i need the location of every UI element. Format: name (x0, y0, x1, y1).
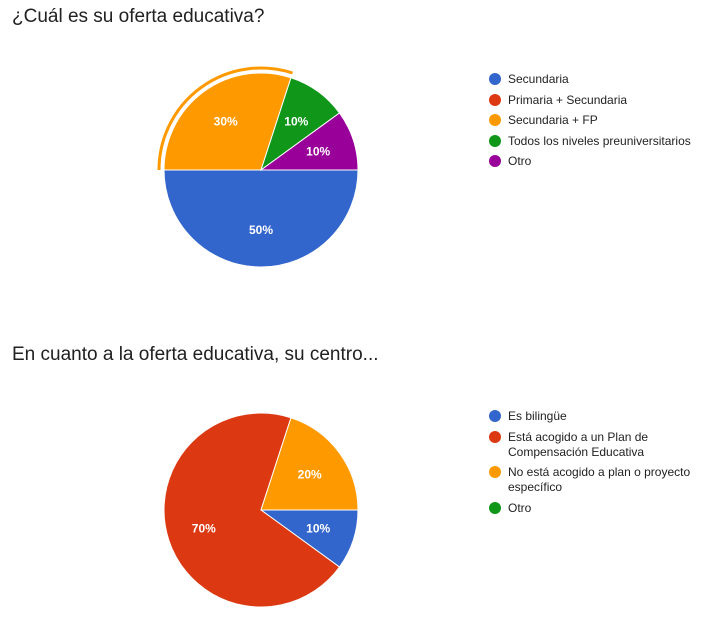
pie-slice-otro[interactable] (259, 112, 359, 171)
data-label-todos-los-niveles-preuniversitarios: 10% (284, 114, 308, 128)
pie-slice-esta-acogido-a-un-plan-de-compensacion-educativa[interactable] (163, 412, 341, 608)
data-label-no-esta-acogido-a-plan-o-proyecto-especifico: 20% (298, 468, 322, 482)
legend-item-primaria-secundaria[interactable]: Primaria + Secundaria (489, 93, 720, 108)
legend-label: Es bilingüe (508, 409, 567, 423)
chart-title: ¿Cuál es su oferta educativa? (12, 6, 265, 27)
legend-marker (489, 410, 501, 422)
legend-marker (489, 155, 501, 167)
legend-label: específico (508, 480, 563, 494)
data-label-esta-acogido-a-un-plan-de-compensacion-educativa: 70% (192, 522, 216, 536)
legend-item-secundaria-fp[interactable]: Secundaria + FP (489, 113, 720, 128)
legend-marker (489, 501, 501, 514)
legend-label: Secundaria + FP (508, 113, 598, 127)
chart-section-oferta: ¿Cuál es su oferta educativa? 50% 30% 10% 1… (0, 0, 720, 300)
legend-label: Otro (508, 154, 532, 168)
legend-label: Primaria + Secundaria (508, 92, 628, 107)
legend-marker (489, 114, 501, 126)
chart-title: En cuanto a la oferta educativa, su cent… (12, 344, 379, 365)
legend-item-secundaria[interactable]: Secundaria (489, 72, 720, 87)
legend-item-otro[interactable]: Otro (489, 154, 720, 169)
pie-chart-oferta[interactable]: 50% 30% 10% 10% (150, 60, 370, 275)
legend-label: Secundaria (508, 72, 569, 86)
legend-item-esta-acogido-a-un-plan-de-compensacion-educativa[interactable]: Está acogido a un Plan de Compensación Ed… (489, 430, 720, 460)
legend-label: Está acogido a un Plan de (508, 429, 649, 444)
legend-item-otro[interactable]: Otro (489, 501, 720, 516)
legend-item-no-esta-acogido-a-plan-o-proyecto-especifico[interactable]: No está acogido a plan o proyecto específ… (489, 465, 720, 495)
data-label-es-bilingue: 10% (306, 522, 330, 536)
legend-item-todos-los-niveles-preuniversitarios[interactable]: Todos los niveles preuniversitarios (489, 134, 720, 149)
pie-slice-no-esta-acogido-a-plan-o-proyecto-especifico[interactable] (260, 417, 359, 511)
legend-label: Otro (508, 500, 532, 515)
chart-legend: Es bilingüe Está acogido a un Plan de Comp… (489, 409, 720, 521)
pie-slice-secundaria-fp[interactable] (163, 72, 292, 171)
data-label-otro: 10% (306, 144, 330, 158)
legend-marker (489, 73, 501, 85)
legend-marker (489, 134, 501, 147)
legend-marker (489, 93, 501, 106)
legend-marker (489, 430, 501, 443)
legend-item-es-bilingue[interactable]: Es bilingüe (489, 409, 720, 424)
legend-label: Todos los niveles preuniversitarios (508, 133, 691, 148)
pie-slice-highlight-ring (157, 66, 293, 171)
chart-legend: Secundaria Primaria + Secundaria Secundari… (489, 72, 720, 175)
legend-label: Compensación Educativa (508, 444, 645, 459)
data-label-secundaria-fp: 30% (214, 114, 238, 128)
legend-label: No está acogido a plan o proyecto (508, 465, 691, 479)
chart-section-centro: En cuanto a la oferta educativa, su cent… (0, 330, 720, 623)
legend-marker (489, 466, 501, 478)
data-label-secundaria: 50% (249, 223, 273, 237)
pie-chart-centro[interactable]: 10% 70% 20% (150, 400, 370, 615)
pie-slice-secundaria[interactable] (163, 169, 359, 268)
